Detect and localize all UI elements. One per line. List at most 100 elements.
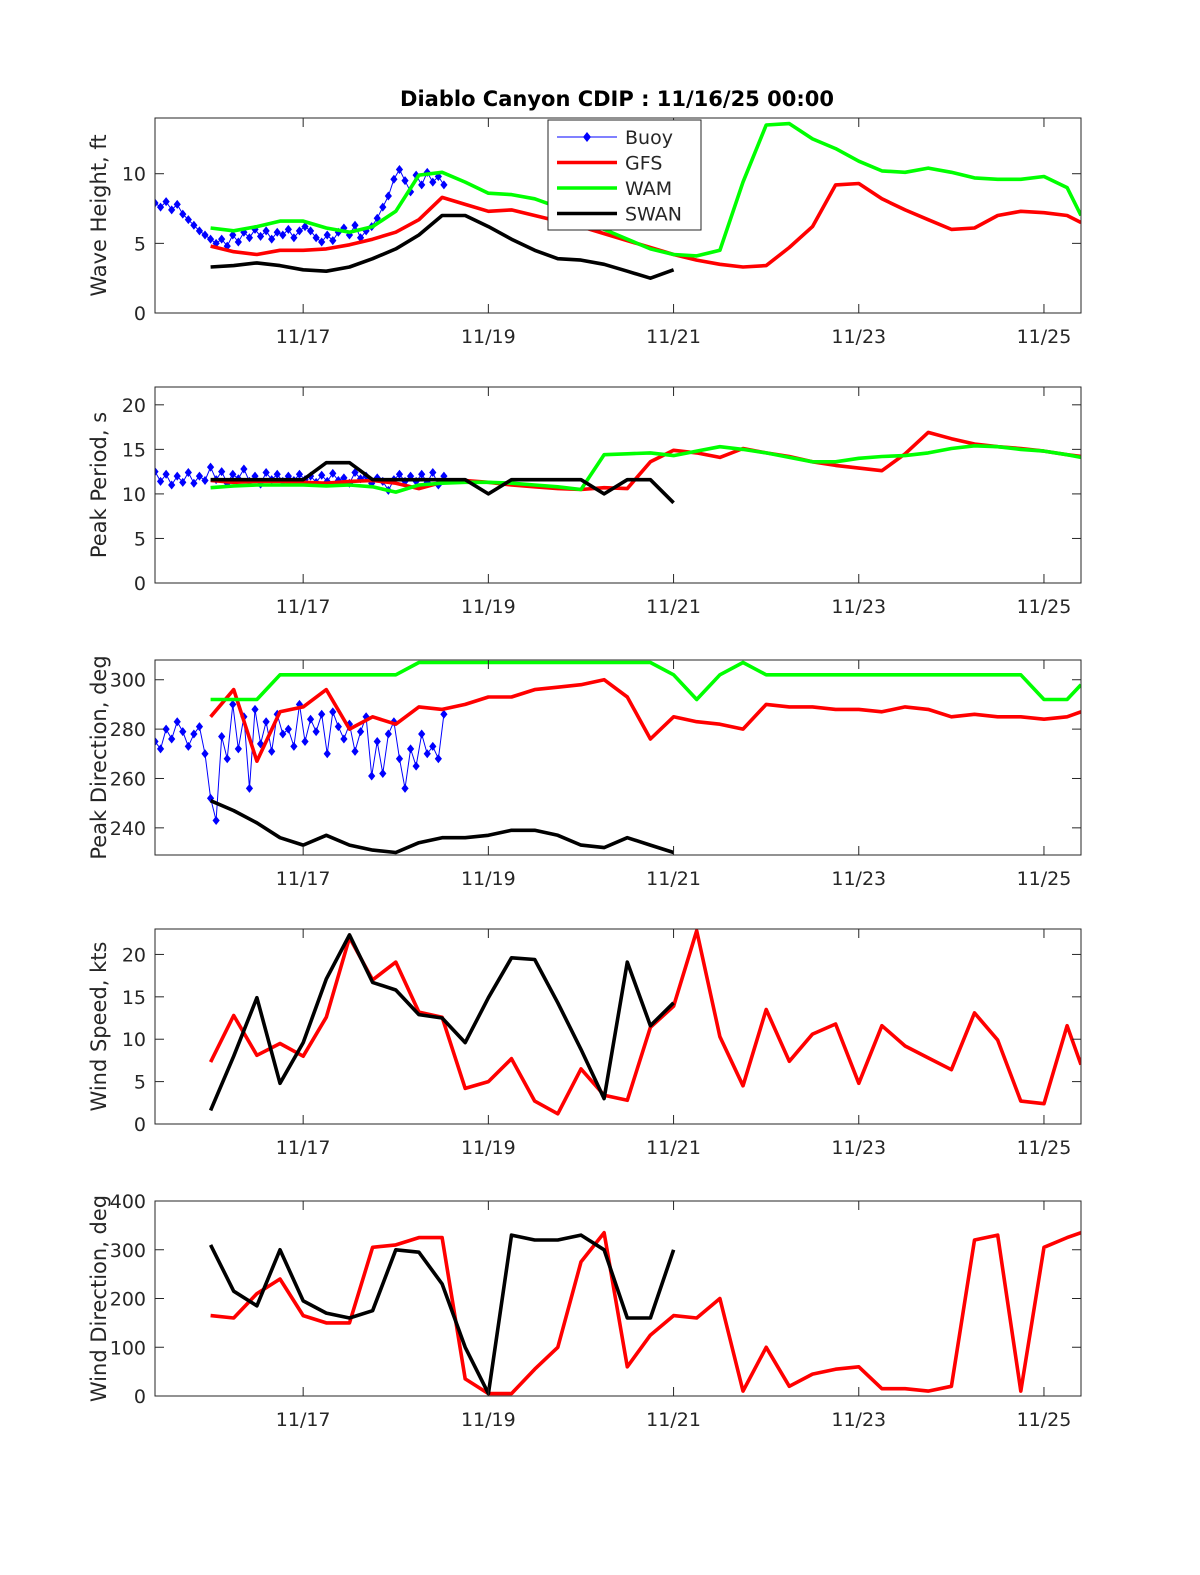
buoy-marker: [173, 717, 181, 727]
buoy-marker: [301, 736, 309, 746]
buoy-marker: [323, 749, 331, 759]
buoy-marker: [195, 471, 204, 481]
buoy-marker: [201, 230, 209, 240]
y-tick-label: 0: [134, 303, 146, 325]
legend-item-gfs: GFS: [557, 153, 662, 175]
x-tick-label: 11/23: [831, 596, 886, 618]
buoy-marker: [395, 754, 404, 764]
buoy-marker: [295, 226, 304, 236]
y-tick-label: 400: [110, 1191, 146, 1213]
panel-wind-direction: 0 100 200 300 400 11/17 11/19 11/21 11/23 11/25 Wi…: [87, 1191, 1082, 1431]
buoy-marker: [190, 220, 198, 230]
buoy-marker: [429, 741, 437, 751]
y-axis-label: Peak Direction, deg: [87, 655, 111, 859]
y-axis-label: Wind Direction, deg: [87, 1195, 111, 1402]
legend-label: GFS: [625, 153, 662, 175]
buoy-marker: [279, 230, 287, 240]
buoy-marker: [156, 476, 165, 486]
buoy-marker: [290, 233, 298, 243]
x-tick-label: 11/17: [276, 326, 331, 348]
y-tick-label: 300: [110, 1240, 146, 1262]
y-tick-label: 10: [122, 164, 146, 186]
y-tick-label: 15: [122, 987, 146, 1009]
y-tick-label: 0: [134, 1114, 146, 1136]
buoy-marker: [245, 783, 254, 793]
series-line-gfs: [210, 1230, 1081, 1396]
x-tick-label: 11/25: [1017, 1409, 1072, 1431]
buoy-marker: [318, 470, 326, 480]
buoy-marker: [312, 233, 320, 243]
x-tick-label: 11/19: [461, 868, 516, 890]
buoy-marker: [379, 769, 387, 779]
buoy-marker: [156, 744, 165, 754]
buoy-marker: [390, 174, 398, 184]
buoy-marker: [401, 176, 409, 186]
series-line-swan: [208, 933, 675, 1112]
buoy-marker: [273, 227, 281, 237]
buoy-marker: [229, 699, 237, 709]
buoy-marker: [351, 746, 359, 756]
x-tick-label: 11/21: [646, 596, 701, 618]
series-line-gfs: [209, 677, 1081, 764]
y-tick-label: 5: [134, 1072, 146, 1094]
buoy-marker: [184, 741, 192, 751]
buoy-marker: [168, 480, 176, 490]
buoy-marker: [273, 469, 281, 479]
buoy-marker: [329, 707, 337, 717]
series-line-wam: [210, 660, 1081, 702]
x-tick-label: 11/19: [461, 326, 516, 348]
buoy-marker: [362, 712, 370, 722]
series-group: [155, 660, 1081, 855]
buoy-marker: [262, 717, 270, 727]
series-line-swan: [208, 1233, 676, 1396]
buoy-marker: [323, 230, 331, 240]
buoy-marker: [256, 231, 265, 241]
y-axis-label: Peak Period, s: [87, 412, 111, 558]
buoy-marker: [429, 177, 437, 187]
y-axis-label: Wave Height, ft: [87, 134, 111, 296]
buoy-marker: [173, 199, 181, 209]
figure-title: Diablo Canyon CDIP : 11/16/25 00:00: [400, 87, 834, 111]
buoy-marker: [412, 170, 420, 180]
buoy-marker: [429, 468, 437, 478]
buoy-marker: [155, 467, 159, 477]
y-tick-label: 200: [110, 1289, 146, 1311]
x-tick-label: 11/23: [831, 1409, 886, 1431]
y-tick-label: 10: [122, 484, 146, 506]
series-line-gfs: [210, 430, 1081, 492]
buoy-marker: [218, 732, 226, 742]
buoy-marker: [262, 468, 270, 478]
buoy-marker: [384, 191, 392, 201]
buoy-marker: [418, 729, 426, 739]
panel-wave-height: 0 5 10 11/17 11/19 11/21 11/23 11/25 Wave Height…: [87, 117, 1082, 348]
legend-item-wam: WAM: [557, 178, 672, 200]
buoy-marker: [190, 729, 198, 739]
buoy-marker: [256, 739, 265, 749]
buoy-marker: [262, 226, 270, 236]
buoy-marker: [312, 727, 320, 737]
buoy-marker: [234, 237, 242, 247]
x-tick-label: 11/23: [831, 868, 886, 890]
legend-label: SWAN: [625, 204, 682, 226]
buoy-marker: [240, 464, 248, 474]
buoy-marker: [179, 209, 187, 219]
buoy-marker: [329, 468, 337, 478]
series-group: [208, 929, 1081, 1116]
y-tick-label: 5: [134, 528, 146, 550]
buoy-marker: [206, 462, 215, 472]
buoy-marker: [284, 224, 292, 234]
buoy-marker: [334, 722, 342, 732]
buoy-marker: [418, 469, 426, 479]
buoy-marker: [195, 226, 204, 236]
buoy-marker: [318, 709, 326, 719]
panels: 0 5 10 11/17 11/19 11/21 11/23 11/25 Wave Height…: [87, 117, 1082, 1431]
buoy-marker: [395, 469, 404, 479]
x-tick-label: 11/21: [646, 326, 701, 348]
buoy-marker: [179, 477, 187, 487]
x-tick-label: 11/21: [646, 868, 701, 890]
series-line-swan: [209, 799, 675, 855]
buoy-marker: [223, 754, 231, 764]
buoy-marker: [345, 230, 354, 240]
